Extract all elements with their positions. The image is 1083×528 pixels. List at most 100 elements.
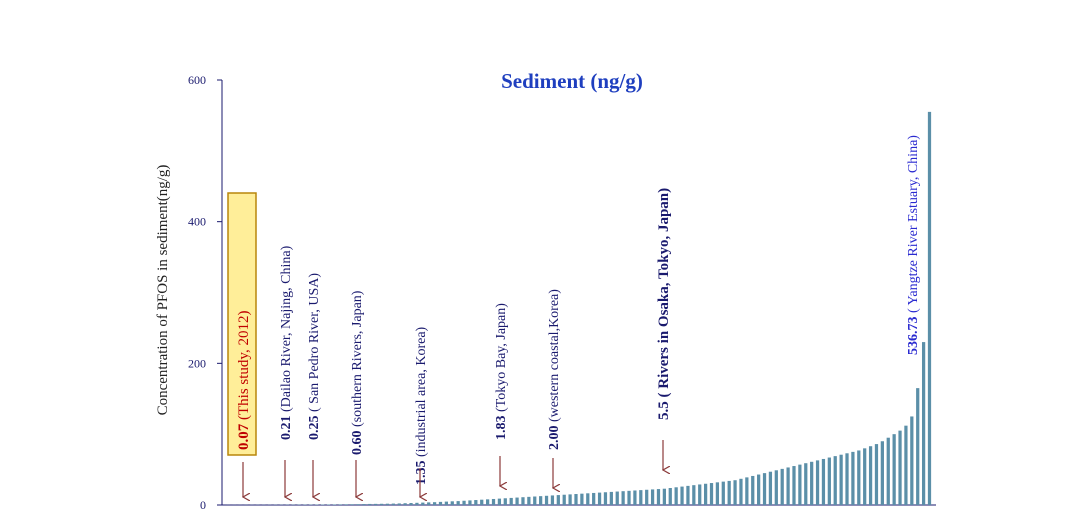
bar [580, 493, 584, 505]
bar [780, 468, 784, 505]
bar [851, 451, 855, 505]
bar [432, 502, 437, 505]
bar [910, 416, 914, 505]
bar [686, 485, 690, 505]
bar [810, 461, 814, 505]
bar [344, 504, 348, 505]
bar [709, 483, 714, 505]
bar [804, 463, 808, 505]
y-tick-label: 200 [188, 356, 206, 370]
bar [792, 466, 796, 505]
annotation-value: 2.00 [547, 426, 562, 451]
bar [544, 495, 549, 505]
bar [556, 495, 560, 505]
bar [374, 503, 378, 505]
bar [438, 501, 443, 505]
bar [815, 460, 820, 505]
bar [397, 503, 401, 505]
annotation-text: ( Rivers in Osaka, Tokyo, Japan) [656, 188, 672, 401]
bar [745, 477, 749, 505]
bar [739, 478, 743, 505]
annotation-value: 1.35 [414, 461, 429, 486]
bar [368, 503, 372, 505]
bar [379, 503, 384, 505]
bar [356, 504, 360, 505]
annotation-value: 0.07 [236, 423, 252, 450]
bar [421, 502, 425, 505]
annotation: 0.07 (This study, 2012) [236, 311, 252, 450]
annotation-value: 0.21 [279, 416, 294, 441]
annotation-text: (Tokyo Bay, Japan) [494, 303, 509, 416]
bar [403, 503, 407, 505]
bar [768, 471, 773, 505]
bar [515, 497, 519, 505]
bar [350, 504, 354, 505]
bar [703, 483, 708, 505]
bar [880, 441, 884, 505]
bar [562, 494, 566, 505]
annotation-value: 536.73 [906, 317, 921, 356]
annotation-text: ( San Pedro River, USA) [307, 273, 322, 416]
bar [662, 488, 666, 505]
bar [721, 481, 725, 505]
bar [533, 496, 537, 505]
bar [409, 503, 413, 505]
y-tick-label: 400 [188, 215, 206, 229]
bar [786, 467, 790, 505]
bar [603, 492, 608, 505]
y-tick-label: 0 [200, 498, 206, 512]
bar [868, 446, 873, 505]
bar [715, 482, 720, 505]
bar [633, 490, 637, 505]
bar [727, 480, 731, 505]
bar [332, 504, 337, 505]
bar [527, 496, 531, 505]
bar [444, 501, 448, 505]
bar [698, 484, 702, 505]
bar [668, 488, 672, 505]
annotation: 0.21 (Dailao River, Najing, China) [279, 245, 294, 440]
bar [839, 454, 843, 505]
bar [863, 448, 867, 505]
y-tick-label: 600 [188, 73, 206, 87]
bar [774, 470, 778, 505]
bar [898, 430, 902, 505]
bar [362, 504, 366, 505]
bar [326, 504, 331, 505]
annotation-text: (southern Rivers, Japan) [350, 290, 365, 430]
annotation-value: 5.5 [656, 401, 672, 420]
bar [757, 474, 761, 505]
bar [892, 434, 896, 505]
bar [916, 388, 920, 505]
bar [456, 501, 460, 505]
bar [486, 499, 490, 505]
bar [385, 503, 390, 505]
bar [639, 490, 643, 505]
bar [857, 450, 861, 505]
bar [503, 498, 507, 505]
annotation: 536.73 ( Yangtze River Estuary, China) [906, 135, 921, 355]
bar [391, 503, 395, 505]
annotation-value: 0.25 [307, 416, 322, 441]
bar [733, 480, 737, 505]
bar [845, 453, 849, 505]
bar [645, 489, 649, 505]
bar [574, 494, 578, 505]
bar [338, 504, 342, 505]
annotation: 1.83 (Tokyo Bay, Japan) [494, 303, 509, 440]
bar [886, 437, 890, 505]
bar [427, 502, 431, 505]
bar [674, 487, 678, 505]
bar [609, 491, 613, 505]
bar [621, 491, 625, 505]
bar [550, 495, 555, 505]
bar [680, 486, 684, 505]
annotation: 2.00 (western coastal,Korea) [547, 289, 562, 450]
bar [874, 444, 879, 505]
bar [521, 497, 525, 505]
bar [480, 499, 484, 505]
bar [833, 456, 837, 505]
annotation-value: 1.83 [494, 416, 509, 441]
bar [468, 500, 472, 505]
